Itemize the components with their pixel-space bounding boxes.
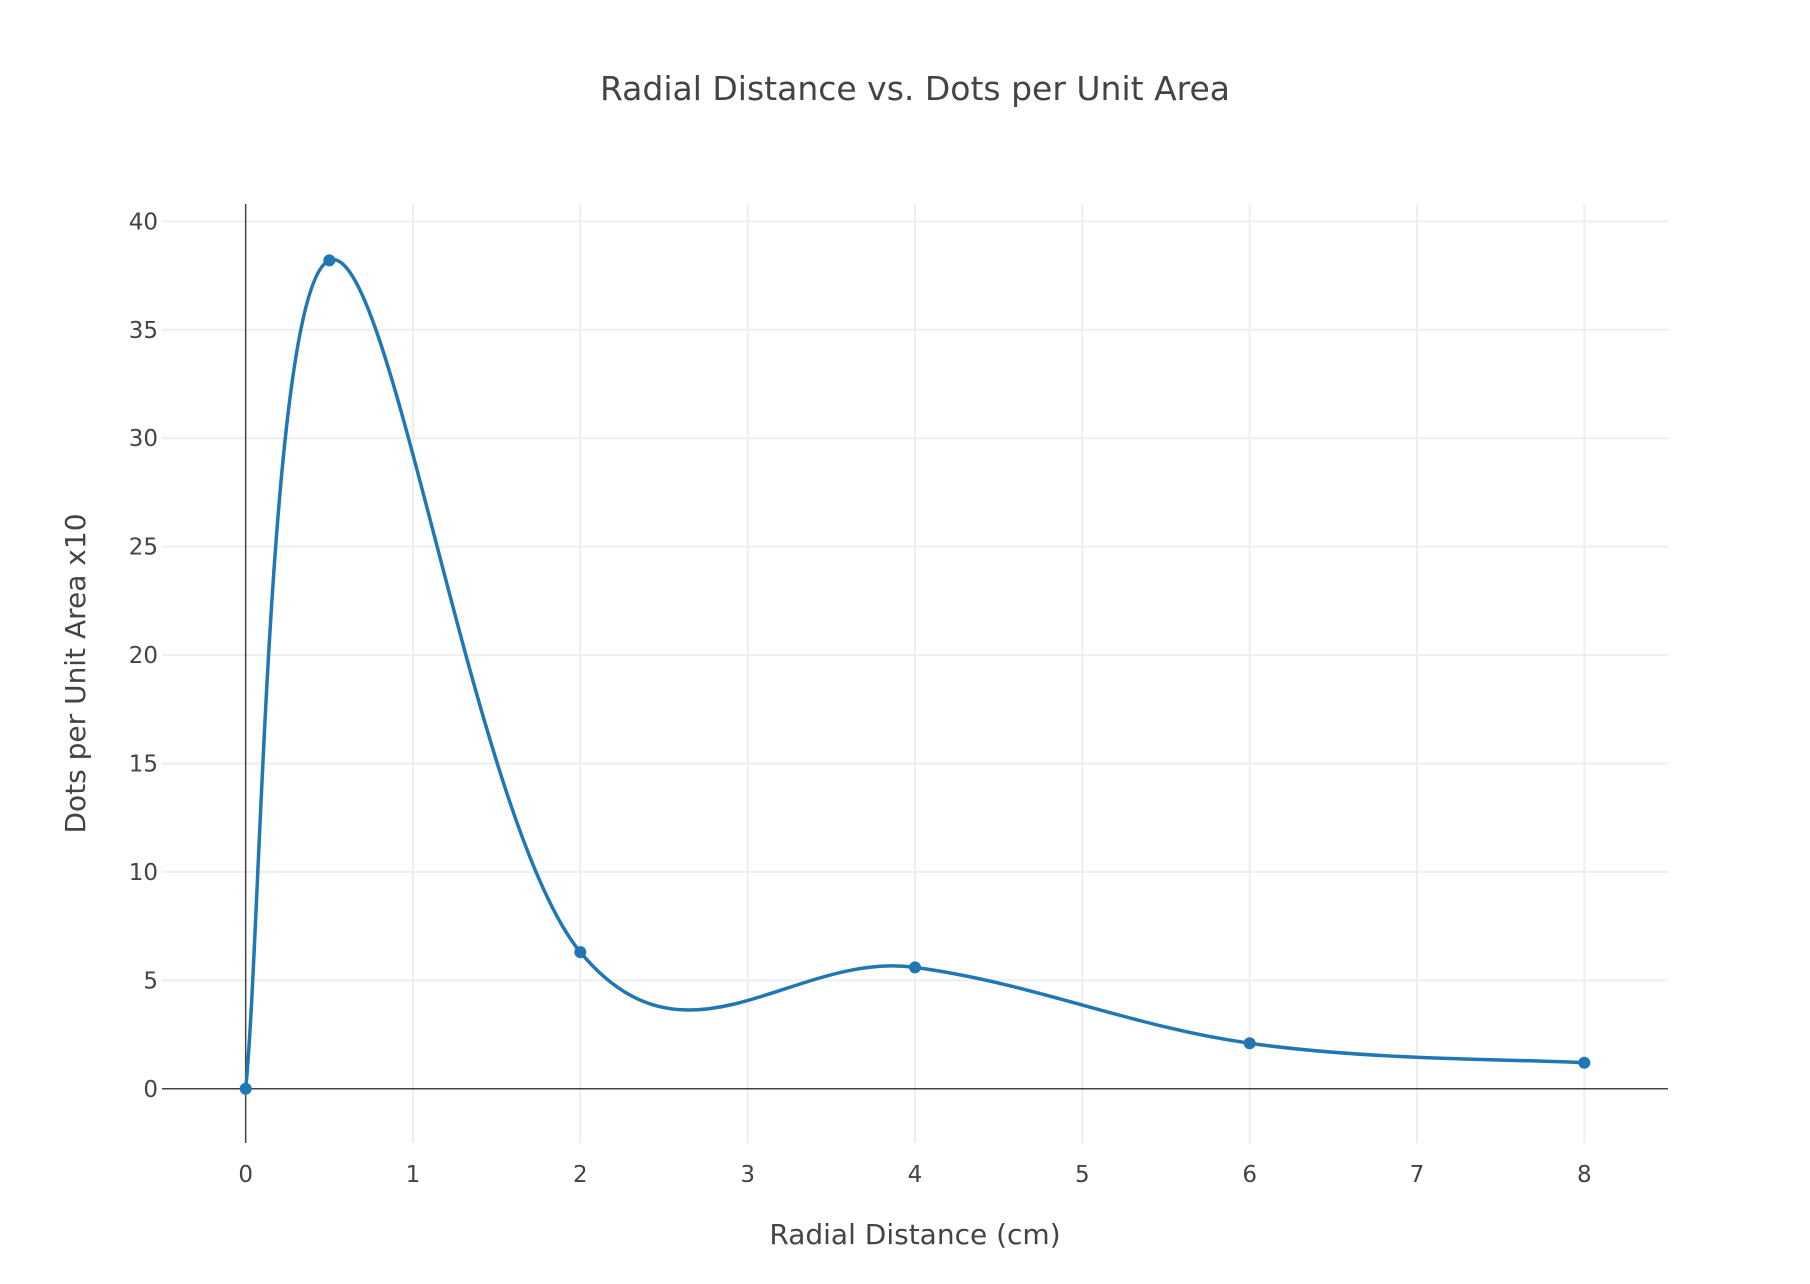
grid [162,204,1668,1143]
x-tick-label: 7 [1410,1162,1425,1188]
y-tick-label: 30 [129,426,158,452]
data-point[interactable] [574,946,587,959]
x-tick-label: 3 [740,1162,755,1188]
data-point[interactable] [1578,1056,1591,1069]
y-axis-title: Dots per Unit Area x10 [59,513,92,833]
data-point[interactable] [909,961,921,974]
x-tick-label: 4 [908,1162,923,1188]
data-point[interactable] [1243,1037,1256,1050]
tick-labels: 0 1 2 3 4 5 6 7 8 0 5 10 15 20 25 30 35 40 [129,209,1592,1188]
y-tick-label: 10 [129,860,158,886]
x-tick-label: 5 [1075,1162,1090,1188]
axes [162,204,1668,1143]
series-layer [239,254,1591,1095]
x-tick-label: 1 [406,1162,421,1188]
data-point[interactable] [239,1082,252,1095]
x-tick-label: 6 [1242,1162,1257,1188]
y-tick-label: 5 [143,968,158,994]
x-tick-label: 2 [573,1162,588,1188]
y-tick-label: 20 [129,643,158,669]
x-tick-label: 0 [238,1162,253,1188]
chart-title: Radial Distance vs. Dots per Unit Area [600,69,1230,108]
y-tick-label: 40 [129,209,158,235]
y-tick-label: 35 [129,318,158,344]
x-tick-label: 8 [1577,1162,1592,1188]
data-point[interactable] [323,254,336,267]
y-tick-label: 15 [129,751,158,777]
y-tick-label: 25 [129,535,158,561]
y-tick-label: 0 [143,1077,158,1103]
x-axis-title: Radial Distance (cm) [769,1218,1060,1251]
